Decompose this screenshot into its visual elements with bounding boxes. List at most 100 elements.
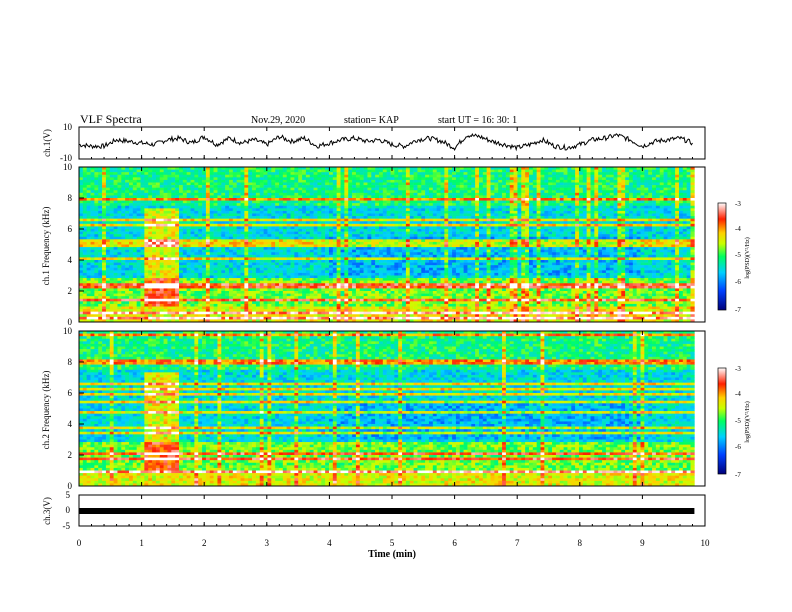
spectrogram-cell <box>210 214 214 217</box>
spectrogram-cell <box>271 281 275 284</box>
spectrogram-cell <box>144 221 148 224</box>
spectrogram-cell <box>87 221 91 224</box>
spectrogram-cell <box>94 177 98 180</box>
spectrogram-cell <box>141 304 145 307</box>
spectrogram-cell <box>191 203 195 206</box>
spectrogram-cell <box>210 301 214 304</box>
spectrogram-cell <box>117 291 121 294</box>
spectrogram-cell <box>325 314 329 317</box>
spectrogram-cell <box>202 312 206 315</box>
spectrogram-cell <box>283 232 287 235</box>
spectrogram-cell <box>87 170 91 173</box>
spectrogram-cell <box>191 224 195 227</box>
spectrogram-cell <box>325 257 329 260</box>
spectrogram-cell <box>129 234 133 237</box>
spectrogram-cell <box>167 226 171 229</box>
spectrogram-cell <box>148 203 152 206</box>
spectrogram-cell <box>125 252 129 255</box>
spectrogram-cell <box>175 291 179 294</box>
spectrogram-cell <box>160 273 164 276</box>
spectrogram-cell <box>279 301 283 304</box>
spectrogram-cell <box>117 239 121 242</box>
spectrogram-cell <box>183 252 187 255</box>
spectrogram-cell <box>241 239 245 242</box>
spectrogram-cell <box>183 312 187 315</box>
spectrogram-cell <box>302 247 306 250</box>
spectrogram-cell <box>344 232 348 235</box>
spectrogram-cell <box>360 177 364 180</box>
spectrogram-cell <box>294 185 298 188</box>
spectrogram-cell <box>275 255 279 258</box>
spectrogram-cell <box>87 257 91 260</box>
spectrogram-cell <box>198 195 202 198</box>
spectrogram-cell <box>298 208 302 211</box>
spectrogram-cell <box>271 301 275 304</box>
spectrogram-cell <box>321 307 325 310</box>
spectrogram-cell <box>248 283 252 286</box>
spectrogram-cell <box>391 172 395 175</box>
spectrogram-cell <box>191 170 195 173</box>
spectrogram-cell <box>352 188 356 191</box>
spectrogram-cell <box>210 268 214 271</box>
spectrogram-cell <box>148 180 152 183</box>
spectrogram-cell <box>317 185 321 188</box>
spectrogram-cell <box>310 237 314 240</box>
spectrogram-cell <box>314 188 318 191</box>
spectrogram-cell <box>133 296 137 299</box>
spectrogram-cell <box>183 286 187 289</box>
spectrogram-cell <box>237 314 241 317</box>
spectrogram-cell <box>144 278 148 281</box>
spectrogram-cell <box>194 245 198 248</box>
spectrogram-cell <box>271 265 275 268</box>
spectrogram-cell <box>317 232 321 235</box>
spectrogram-cell <box>356 232 360 235</box>
spectrogram-cell <box>321 299 325 302</box>
spectrogram-cell <box>179 195 183 198</box>
spectrogram-cell <box>210 180 214 183</box>
spectrogram-cell <box>314 255 318 258</box>
spectrogram-cell <box>110 307 114 310</box>
spectrogram-cell <box>121 260 125 263</box>
spectrogram-cell <box>367 214 371 217</box>
spectrogram-cell <box>167 177 171 180</box>
spectrogram-cell <box>310 304 314 307</box>
spectrogram-cell <box>310 245 314 248</box>
spectrogram-cell <box>221 226 225 229</box>
spectrogram-cell <box>294 245 298 248</box>
spectrogram-cell <box>260 239 264 242</box>
spectrogram-cell <box>241 299 245 302</box>
spectrogram-cell <box>371 216 375 219</box>
spectrogram-cell <box>248 190 252 193</box>
spectrogram-cell <box>321 242 325 245</box>
spectrogram-cell <box>237 211 241 214</box>
spectrogram-cell <box>206 314 210 317</box>
spectrogram-cell <box>260 291 264 294</box>
spectrogram-cell <box>141 273 145 276</box>
spectrogram-cell <box>137 263 141 266</box>
spectrogram-cell <box>375 198 379 201</box>
spectrogram-cell <box>371 255 375 258</box>
spectrogram-cell <box>291 288 295 291</box>
spectrogram-cell <box>214 299 218 302</box>
spectrogram-cell <box>183 296 187 299</box>
spectrogram-cell <box>160 268 164 271</box>
spectrogram-cell <box>175 234 179 237</box>
spectrogram-cell <box>91 214 95 217</box>
spectrogram-cell <box>94 226 98 229</box>
spectrogram-cell <box>102 265 106 268</box>
spectrogram-cell <box>256 286 260 289</box>
spectrogram-cell <box>237 265 241 268</box>
spectrogram-cell <box>383 201 387 204</box>
spectrogram-cell <box>302 177 306 180</box>
spectrogram-cell <box>164 242 168 245</box>
spectrogram-cell <box>348 219 352 222</box>
spectrogram-cell <box>144 234 148 237</box>
spectrogram-cell <box>183 232 187 235</box>
spectrogram-cell <box>221 221 225 224</box>
spectrogram-cell <box>167 214 171 217</box>
spectrogram-cell <box>371 195 375 198</box>
spectrogram-cell <box>129 239 133 242</box>
spectrogram-cell <box>294 268 298 271</box>
spectrogram-cell <box>191 221 195 224</box>
spectrogram-cell <box>83 188 87 191</box>
